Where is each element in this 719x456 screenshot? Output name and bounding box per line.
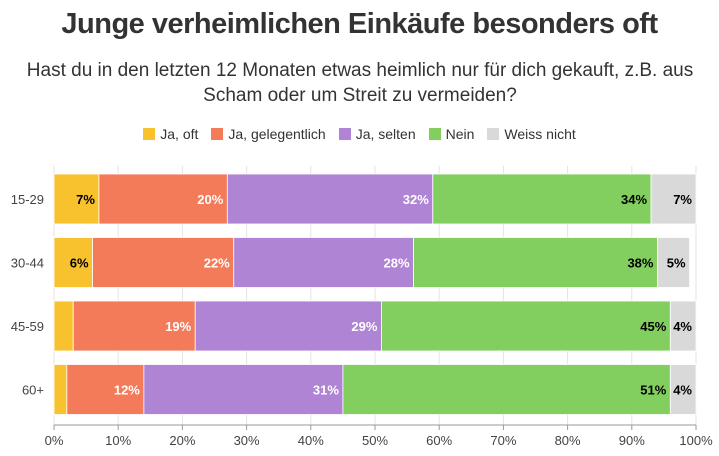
legend-item[interactable]: Ja, gelegentlich [211,126,326,142]
legend-label: Ja, selten [355,126,416,142]
x-tick-label: 70% [490,433,516,448]
legend-label: Ja, oft [160,126,199,142]
bar-segment [650,173,697,225]
data-label: 5% [667,256,686,271]
bar-segment [53,300,74,352]
data-label: 12% [114,383,140,398]
x-tick-label: 60% [426,433,452,448]
x-tick-label: 30% [234,433,260,448]
legend-label: Nein [445,126,475,142]
legend-item[interactable]: Nein [428,126,475,142]
legend-swatch [211,128,224,140]
bar-segment [66,364,145,415]
bar-segment [669,364,697,415]
x-tick-label: 80% [555,433,581,448]
data-label: 51% [640,383,666,398]
data-label: 7% [76,192,95,207]
legend-item[interactable]: Ja, oft [143,126,198,142]
x-tick-label: 90% [619,433,645,448]
x-tick-label: 100% [679,433,713,448]
bar-segment [194,300,382,352]
bar-segment [233,237,414,288]
data-label: 45% [640,319,666,334]
category-label: 60+ [22,383,44,398]
x-tick-label: 40% [298,433,324,448]
legend-item[interactable]: Weiss nicht [487,126,576,142]
data-label: 29% [351,319,377,334]
legend-item[interactable]: Ja, selten [338,126,416,142]
data-label: 19% [165,319,191,334]
bar-segment [53,237,93,288]
data-label: 20% [197,192,223,207]
bar-segment [413,237,658,288]
category-label: 45-59 [11,319,44,334]
data-label: 38% [627,256,653,271]
bar-segment [92,237,235,288]
bar-segment [143,364,344,415]
bar-segment [98,173,228,225]
x-tick-label: 50% [362,433,388,448]
bar-segment [342,364,671,415]
data-label: 34% [621,192,647,207]
bar-segment [72,300,196,352]
category-label: 30-44 [11,256,44,271]
legend-swatch [428,128,441,140]
legend: Ja, oft Ja, gelegentlich Ja, selten Nein Wei… [0,126,719,142]
bar-segment [657,237,690,288]
bar-segment [226,173,434,225]
legend-swatch [338,128,351,140]
legend-swatch [487,128,500,140]
x-tick-label: 20% [169,433,195,448]
data-label: 22% [204,256,230,271]
data-label: 6% [70,256,89,271]
bar-segment [53,364,68,415]
chart-title: Junge verheimlichen Einkäufe besonders o… [61,8,658,40]
data-label: 32% [403,192,429,207]
bar-segment [432,173,652,225]
category-label: 15-29 [11,192,44,207]
legend-label: Weiss nicht [504,126,576,142]
data-label: 4% [673,319,692,334]
chart-subtitle: Hast du in den letzten 12 Monaten etwas … [26,60,694,106]
data-label: 31% [313,383,339,398]
data-label: 7% [673,192,692,207]
legend-label: Ja, gelegentlich [228,126,326,142]
data-label: 28% [383,256,409,271]
bar-segment [669,300,697,352]
x-tick-label: 0% [45,433,64,448]
bar-segment [381,300,671,352]
x-tick-label: 10% [105,433,131,448]
data-label: 4% [673,383,692,398]
legend-swatch [143,128,156,140]
